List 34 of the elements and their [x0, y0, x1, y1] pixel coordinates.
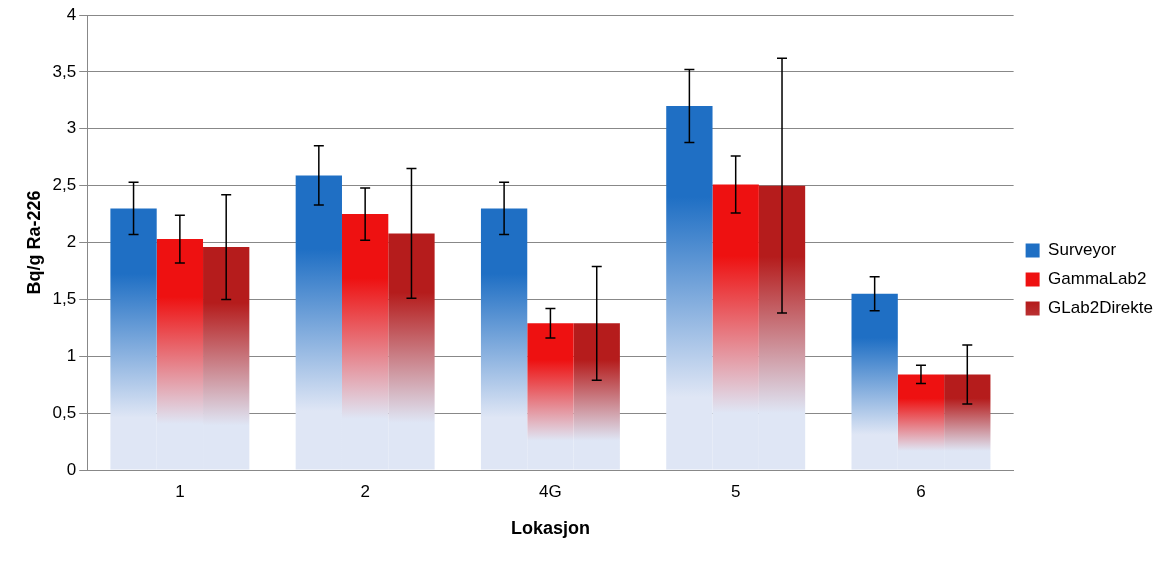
bar	[156, 239, 204, 470]
y-tick-label: 2,5	[52, 175, 77, 195]
bar	[897, 374, 945, 470]
y-tick-label: 2	[66, 232, 77, 252]
bar	[944, 374, 991, 470]
bar	[527, 323, 574, 470]
y-tick-label: 0	[66, 459, 77, 479]
legend-label: Surveyor	[1048, 240, 1117, 260]
y-tick-label: 4	[66, 4, 77, 24]
bar	[341, 214, 389, 470]
x-tick-label: 2	[360, 481, 370, 501]
y-axis-title: Bq/g Ra-226	[23, 190, 44, 295]
bar	[480, 208, 528, 470]
y-tick-label: 1	[66, 345, 77, 365]
bar	[666, 106, 713, 470]
bar	[203, 247, 250, 470]
x-axis-title: Lokasjon	[510, 518, 590, 539]
bar	[758, 185, 806, 470]
bar	[295, 175, 342, 470]
bar	[388, 233, 435, 470]
x-tick-label: 4G	[539, 481, 562, 501]
legend-label: GLab2Direkte	[1048, 298, 1153, 318]
x-tick-label: 6	[916, 481, 926, 501]
x-tick-label: 5	[730, 481, 741, 501]
x-tick-label: 1	[175, 481, 185, 501]
bar	[110, 208, 157, 470]
y-tick-label: 0,5	[52, 402, 77, 422]
y-tick-label: 3,5	[52, 61, 77, 81]
legend-label: GammaLab2	[1048, 269, 1147, 289]
y-tick-label: 3	[66, 118, 77, 138]
bar	[851, 293, 898, 470]
y-tick-label: 1,5	[52, 289, 77, 309]
bar	[712, 184, 759, 470]
bar	[573, 323, 620, 470]
